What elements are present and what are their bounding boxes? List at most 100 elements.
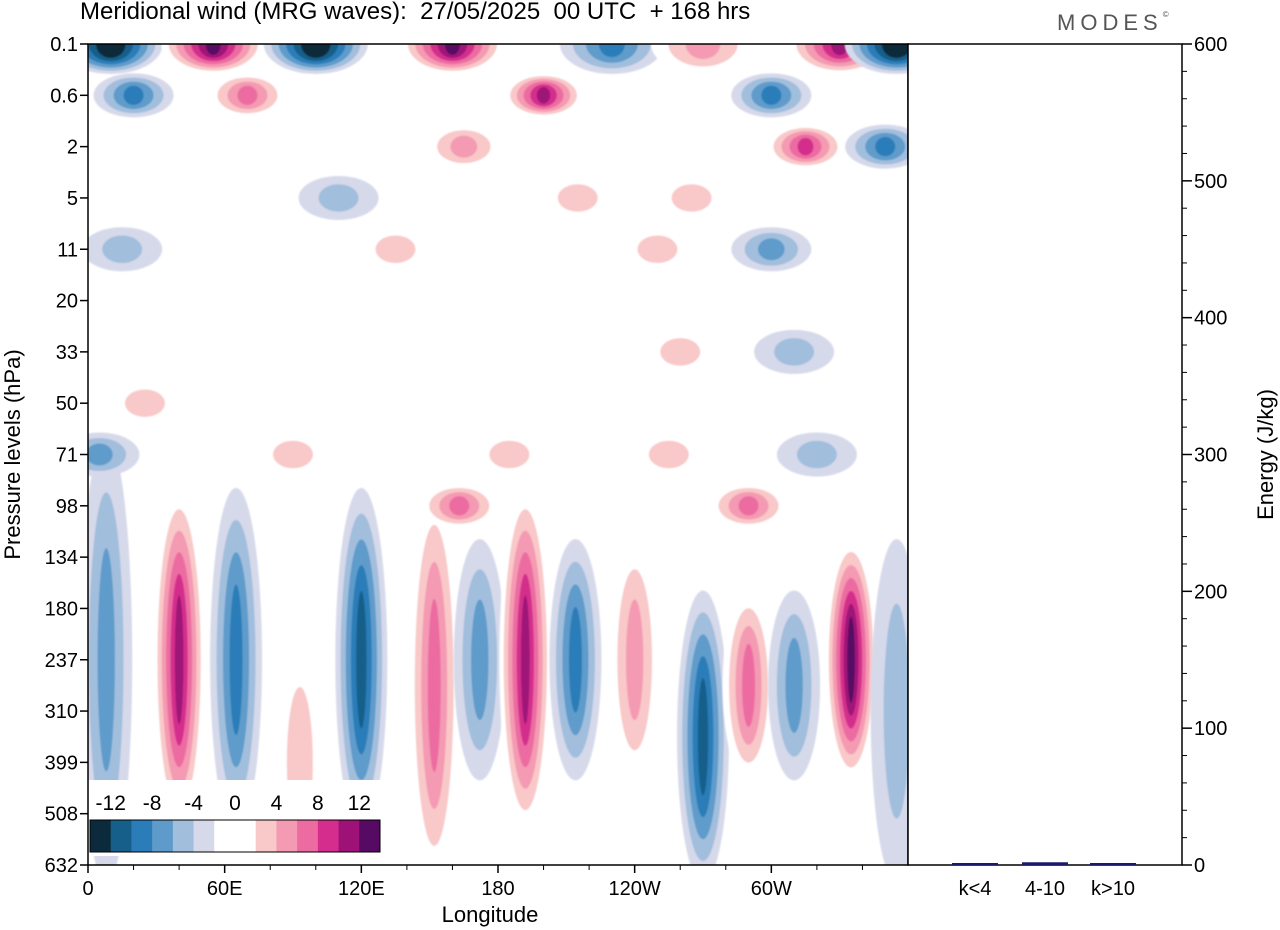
energy-tick-label: 200	[1194, 581, 1227, 603]
contour-level	[521, 595, 530, 725]
contour-feature-32	[93, 73, 174, 118]
contour-feature-14	[870, 539, 908, 865]
x-tick-label: 60W	[751, 878, 792, 900]
contour-feature-17	[628, 432, 709, 477]
contour-level	[648, 440, 689, 469]
contour-feature-39	[88, 44, 163, 74]
contour-level	[761, 85, 782, 105]
contour-level	[489, 440, 530, 469]
contour-feature-27	[731, 227, 812, 272]
chart-title: Meridional wind (MRG waves): 27/05/2025 …	[80, 0, 751, 25]
contour-feature-19	[776, 432, 857, 477]
contour-feature-28	[88, 227, 163, 272]
colorbar-label: -8	[143, 792, 162, 815]
contour-level	[124, 389, 165, 417]
y-axis-label: Pressure levels (hPa)	[0, 349, 25, 559]
contour-level	[97, 548, 115, 772]
contour-level	[742, 643, 756, 727]
contour-level	[738, 496, 759, 516]
y-tick-label: 50	[56, 393, 78, 415]
colorbar-frame	[89, 819, 381, 853]
x-axis-label: Longitude	[442, 902, 539, 927]
colorbar-swatch	[317, 820, 340, 852]
y-tick-label: 0.6	[50, 85, 78, 107]
colorbar-swatch	[338, 820, 360, 852]
contour-level	[660, 338, 701, 366]
y-tick-label: 237	[45, 650, 78, 672]
contour-feature-42	[400, 44, 505, 74]
contour-feature-36	[765, 124, 846, 169]
bar-category-label: k<4	[959, 878, 992, 900]
contour-feature-7	[499, 487, 552, 832]
contour-feature-38	[207, 73, 288, 118]
modes-logo: MODES©	[1057, 10, 1169, 36]
contour-feature-37	[845, 124, 908, 169]
y-tick-label: 399	[45, 752, 78, 774]
contour-level	[785, 637, 803, 733]
logo-mark: ©	[1162, 10, 1169, 19]
contour-feature-35	[731, 73, 812, 118]
contour-level	[774, 338, 815, 366]
contour-level	[536, 87, 551, 104]
contour-feature-31	[651, 175, 732, 220]
colorbar-swatch	[110, 820, 132, 852]
logo-text: MODES	[1057, 10, 1163, 35]
energy-bar	[1090, 863, 1136, 865]
contour-feature-18	[469, 432, 550, 477]
energy-tick-label: 100	[1194, 718, 1227, 740]
contour-feature-23	[640, 329, 721, 374]
contour-feature-15	[419, 483, 500, 528]
contour-level	[889, 44, 905, 55]
contour-feature-6	[453, 539, 506, 781]
contour-level	[847, 616, 855, 703]
contour-feature-20	[88, 432, 140, 477]
contour-feature-16	[708, 483, 789, 528]
x-tick-label: 120W	[609, 878, 661, 900]
colorbar-swatch	[90, 820, 112, 852]
colorbar-label: 8	[312, 792, 324, 815]
contour-level	[637, 235, 678, 263]
contour-level	[229, 584, 243, 735]
colorbar: -12 -8 -4 0 4 8 12	[86, 780, 386, 856]
contour-feature-26	[617, 227, 698, 272]
energy-tick-label: 0	[1194, 855, 1205, 877]
y-tick-label: 310	[45, 701, 78, 723]
contour-level	[123, 85, 144, 105]
contour-level	[375, 235, 416, 263]
contour-feature-12	[768, 590, 821, 781]
energy-tick-label: 600	[1194, 34, 1227, 56]
contour-feature-11	[722, 590, 775, 781]
y-tick-label: 180	[45, 598, 78, 620]
contour-level	[626, 599, 644, 721]
contour-level	[796, 440, 837, 469]
contour-feature-4	[335, 487, 388, 832]
contour-level	[237, 85, 258, 105]
contour-level	[557, 184, 598, 212]
heatmap-axes: 0 60E 120E 180 120W 60W Longitude 0.1 0.6 2 5 11 20 3…	[0, 34, 909, 927]
contour-level	[758, 238, 785, 261]
contour-feature-29	[298, 175, 379, 220]
contour-feature-30	[537, 175, 618, 220]
colorbar-label: 4	[271, 792, 283, 815]
energy-tick-label: 400	[1194, 308, 1227, 330]
y-tick-label: 98	[56, 496, 78, 518]
contour-feature-46	[844, 44, 908, 74]
colorbar-swatch	[193, 820, 215, 852]
contour-level	[831, 44, 849, 56]
contour-level	[356, 590, 367, 729]
contour-level	[308, 44, 324, 55]
y-tick-label: 71	[56, 445, 78, 467]
contour-level	[273, 440, 313, 469]
contour-feature-22	[104, 381, 185, 426]
y-tick-label: 11	[57, 239, 78, 261]
contour-level	[174, 595, 184, 725]
y-tick-label: 632	[45, 855, 78, 877]
contour-feature-10	[677, 590, 729, 865]
contour-level	[318, 184, 359, 212]
bar-category-label: 4-10	[1025, 878, 1065, 900]
x-tick-label: 180	[481, 878, 514, 900]
colorbar-label: -12	[96, 792, 126, 815]
contour-level	[471, 599, 489, 721]
contour-feature-1	[153, 487, 206, 832]
